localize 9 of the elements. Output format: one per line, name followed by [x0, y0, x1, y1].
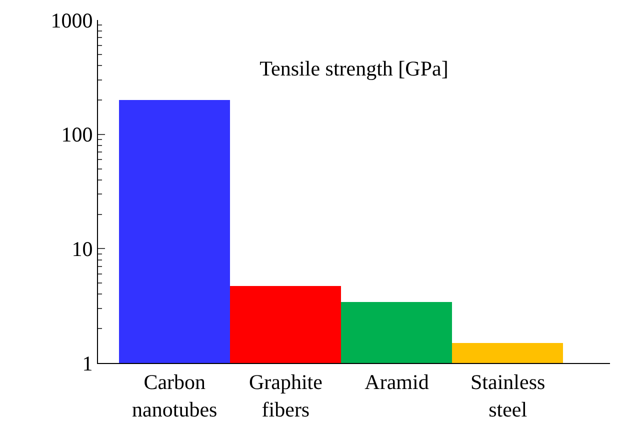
y-tick-label: 1 — [82, 351, 93, 376]
y-tick-label: 100 — [61, 122, 93, 147]
x-tick-label: Stainless steel — [470, 370, 546, 422]
y-tick-label: 1000 — [50, 8, 93, 32]
x-tick-label: Carbon nanotubes — [132, 370, 218, 422]
x-tick-label: Aramid — [364, 370, 430, 394]
y-tick-label: 10 — [72, 237, 93, 262]
text: Tensile strength [GPa] — [260, 56, 448, 80]
x-tick-label: Graphite fibers — [248, 370, 322, 422]
